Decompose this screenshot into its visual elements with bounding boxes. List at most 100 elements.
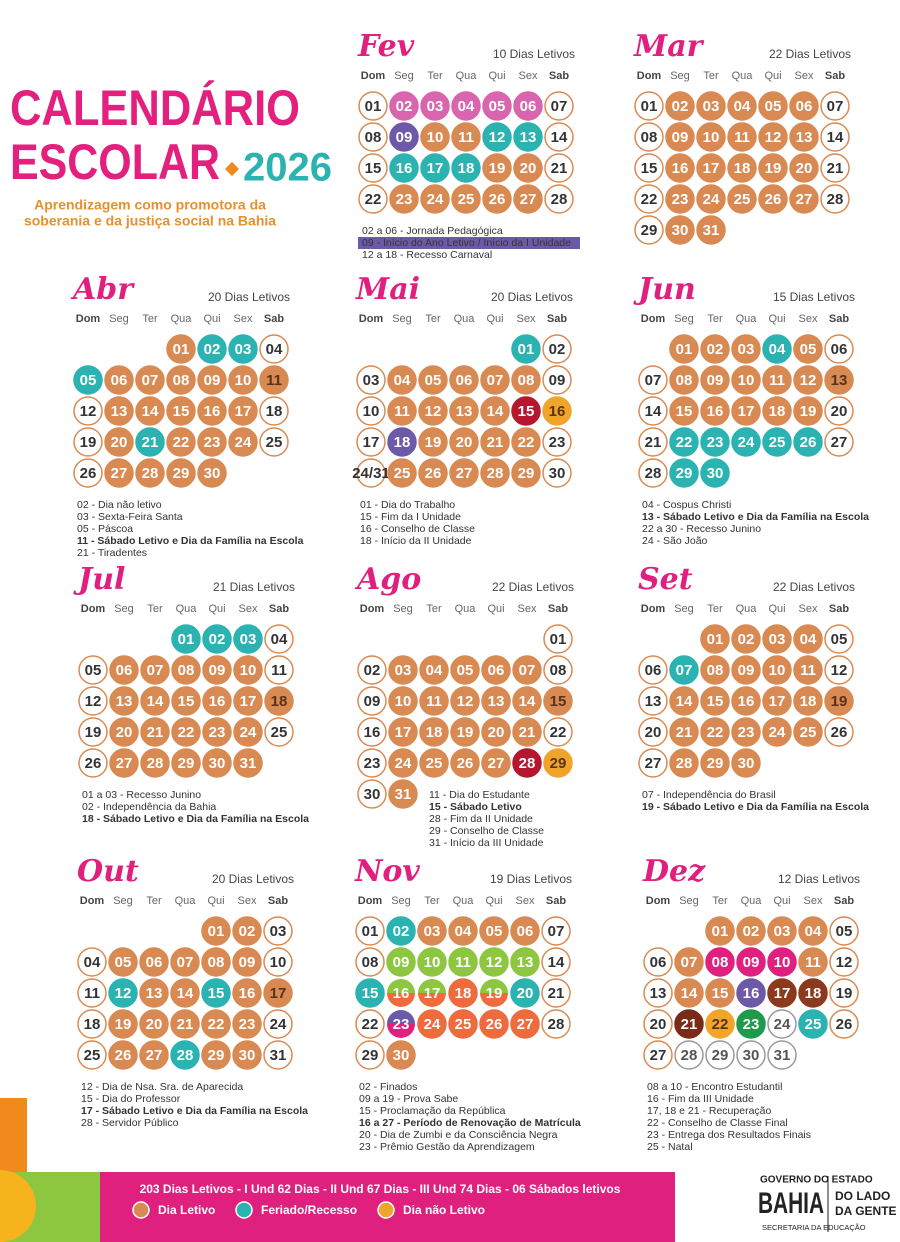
note: 02 a 06 - Jornada Pedagógica bbox=[362, 225, 503, 237]
day-cell bbox=[731, 334, 761, 364]
day-cell bbox=[140, 686, 170, 716]
day-number: 18 bbox=[805, 985, 822, 1002]
day-number: 08 bbox=[518, 372, 535, 389]
day-cell bbox=[824, 624, 854, 654]
day-number: 08 bbox=[365, 129, 382, 146]
day-cell bbox=[356, 458, 386, 488]
legend-label: Dia não Letivo bbox=[403, 1203, 485, 1217]
day-cell bbox=[762, 396, 792, 426]
day-number: 22 bbox=[173, 434, 190, 451]
day-number: 29 bbox=[518, 465, 535, 482]
day-number: 18 bbox=[769, 403, 786, 420]
day-number: 10 bbox=[424, 954, 441, 971]
day-number: 30 bbox=[743, 1047, 760, 1064]
note: 11 - Dia do Estudante bbox=[429, 789, 530, 801]
day-cell bbox=[450, 655, 480, 685]
day-cell bbox=[634, 184, 664, 214]
day-cell bbox=[419, 686, 449, 716]
day-cell bbox=[448, 916, 478, 946]
weekday: Qua bbox=[171, 313, 193, 325]
day-cell bbox=[356, 396, 386, 426]
day-cell bbox=[166, 427, 196, 457]
day-number: 08 bbox=[707, 662, 724, 679]
day-cell bbox=[78, 717, 108, 747]
weekday: Dom bbox=[360, 603, 385, 615]
day-number: 13 bbox=[116, 693, 133, 710]
day-number: 06 bbox=[116, 662, 133, 679]
day-cell bbox=[166, 396, 196, 426]
day-number: 09 bbox=[204, 372, 221, 389]
day-cell bbox=[109, 717, 139, 747]
weekday: Qui bbox=[773, 895, 790, 907]
day-number: 03 bbox=[395, 662, 412, 679]
day-cell bbox=[700, 458, 730, 488]
day-cell bbox=[233, 717, 263, 747]
weekday: Sab bbox=[548, 603, 568, 615]
day-cell bbox=[643, 978, 673, 1008]
day-cell bbox=[727, 91, 757, 121]
day-cell bbox=[798, 947, 828, 977]
day-number: 28 bbox=[681, 1047, 698, 1064]
day-number: 04 bbox=[455, 923, 472, 940]
day-cell bbox=[481, 748, 511, 778]
day-cell bbox=[139, 978, 169, 1008]
day-cell bbox=[793, 427, 823, 457]
day-cell bbox=[824, 396, 854, 426]
day-cell bbox=[513, 122, 543, 152]
day-number: 22 bbox=[676, 434, 693, 451]
day-cell bbox=[824, 717, 854, 747]
day-cell bbox=[228, 396, 258, 426]
day-number: 19 bbox=[831, 693, 848, 710]
note: 12 - Dia de Nsa. Sra. de Aparecida bbox=[81, 1081, 243, 1093]
day-cell bbox=[388, 655, 418, 685]
day-cell bbox=[542, 365, 572, 395]
day-number: 19 bbox=[85, 724, 102, 741]
day-number: 21 bbox=[487, 434, 504, 451]
day-cell bbox=[480, 458, 510, 488]
day-number: 27 bbox=[650, 1047, 667, 1064]
day-cell bbox=[736, 1009, 766, 1039]
weekday: Sab bbox=[264, 313, 284, 325]
weekday: Seg bbox=[391, 895, 411, 907]
day-number: 27 bbox=[116, 755, 133, 772]
day-cell bbox=[201, 947, 231, 977]
day-number: 16 bbox=[707, 403, 724, 420]
day-number: 22 bbox=[641, 191, 658, 208]
day-cell bbox=[513, 91, 543, 121]
weekday: Sex bbox=[804, 895, 823, 907]
day-cell bbox=[643, 1040, 673, 1070]
day-cell bbox=[387, 365, 417, 395]
day-cell bbox=[758, 91, 788, 121]
day-cell bbox=[541, 978, 571, 1008]
day-number: 04 bbox=[769, 341, 786, 358]
weekday: Sex bbox=[517, 313, 536, 325]
day-number: 21 bbox=[142, 434, 159, 451]
day-cell bbox=[420, 184, 450, 214]
day-cell bbox=[108, 1040, 138, 1070]
day-number: 07 bbox=[645, 372, 662, 389]
day-cell bbox=[263, 947, 293, 977]
day-cell bbox=[73, 427, 103, 457]
day-number: 02 bbox=[672, 98, 689, 115]
day-number: 22 bbox=[712, 1016, 729, 1033]
day-number: 15 bbox=[518, 403, 535, 420]
day-number: 28 bbox=[519, 755, 536, 772]
day-number: 03 bbox=[774, 923, 791, 940]
day-cell bbox=[700, 334, 730, 364]
day-number: 27 bbox=[111, 465, 128, 482]
weekday: Qua bbox=[736, 603, 758, 615]
day-number: 17 bbox=[769, 693, 786, 710]
day-cell bbox=[793, 396, 823, 426]
day-number: 11 bbox=[455, 954, 471, 971]
day-cell bbox=[638, 655, 668, 685]
weekday: Seg bbox=[674, 603, 694, 615]
day-number: 30 bbox=[204, 465, 221, 482]
day-cell bbox=[824, 427, 854, 457]
day-number: 13 bbox=[488, 693, 505, 710]
day-cell bbox=[201, 1040, 231, 1070]
day-number: 08 bbox=[676, 372, 693, 389]
day-cell bbox=[419, 717, 449, 747]
weekday: Sex bbox=[234, 313, 253, 325]
day-number: 09 bbox=[393, 954, 410, 971]
day-cell bbox=[139, 1009, 169, 1039]
